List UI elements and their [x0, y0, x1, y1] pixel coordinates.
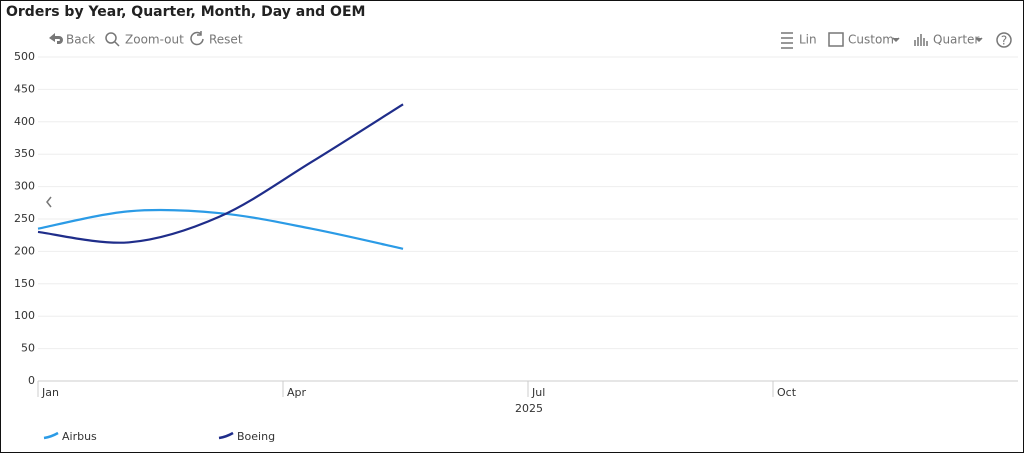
toolbar-button[interactable]: Custom — [848, 33, 894, 47]
y-tick-label: 400 — [14, 115, 35, 128]
y-tick-label: 450 — [14, 82, 35, 95]
x-tick-label: Apr — [287, 386, 307, 399]
toolbar-button[interactable]: Zoom-out — [125, 33, 184, 47]
legend-label: Airbus — [62, 430, 97, 443]
toolbar-button[interactable]: Quarter — [933, 33, 979, 47]
zoom-handle — [114, 41, 120, 47]
y-tick-label: 250 — [14, 212, 35, 225]
x-axis-label: 2025 — [515, 402, 543, 415]
y-tick-label: 100 — [14, 309, 35, 322]
toolbar — [46, 31, 1012, 208]
chart-title: Orders by Year, Quarter, Month, Day and … — [6, 4, 365, 20]
scroll-left[interactable] — [46, 196, 52, 208]
help-icon[interactable] — [996, 32, 1012, 48]
y-tick-label: 50 — [21, 342, 35, 355]
y-tick-label: 300 — [14, 180, 35, 193]
back-icon[interactable] — [49, 33, 63, 44]
legend-swatch — [43, 431, 59, 440]
x-tick-label: Jul — [531, 386, 545, 399]
x-tick-label: Oct — [777, 386, 797, 399]
x-tick-label: Jan — [41, 386, 59, 399]
y-tick-label: 350 — [14, 147, 35, 160]
zoom-icon[interactable] — [105, 32, 117, 44]
lin-icon[interactable] — [781, 32, 793, 49]
legend-swatch — [218, 431, 234, 440]
toolbar-button[interactable]: Reset — [209, 33, 243, 47]
y-tick-label: 0 — [28, 374, 35, 387]
toolbar-button[interactable]: Back — [66, 33, 95, 47]
quarter-icon[interactable] — [914, 34, 928, 46]
series-line — [37, 103, 404, 244]
calendar-icon[interactable] — [828, 32, 844, 47]
dropdown-arrows[interactable] — [892, 37, 983, 43]
legend-label: Boeing — [237, 430, 275, 443]
series-line — [37, 208, 404, 250]
y-tick-label: 150 — [14, 277, 35, 290]
help-mark[interactable]: ? — [1001, 34, 1007, 48]
y-tick-label: 500 — [14, 50, 35, 63]
y-tick-label: 200 — [14, 244, 35, 257]
reset-icon[interactable] — [190, 31, 204, 46]
toolbar-button[interactable]: Lin — [799, 33, 817, 47]
